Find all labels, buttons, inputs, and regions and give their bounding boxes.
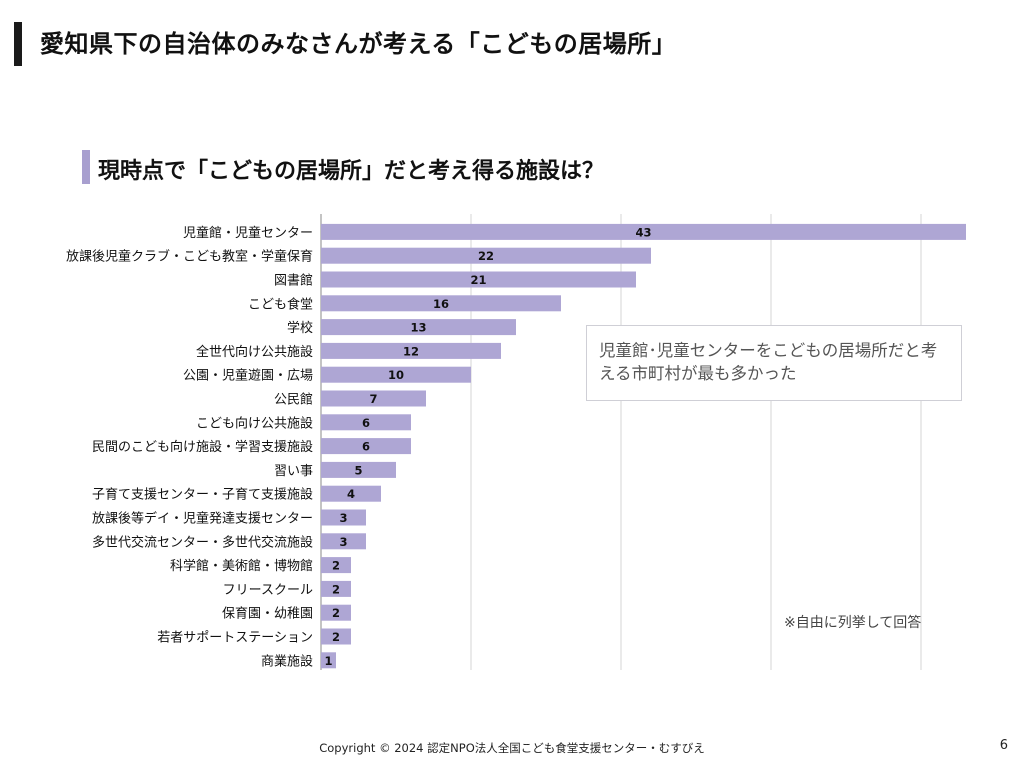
bar-7	[321, 366, 471, 383]
data-label: 2	[332, 559, 340, 573]
category-label: 若者サポートステーション	[157, 630, 313, 646]
category-label: 公民館	[274, 393, 313, 408]
bar-12	[321, 485, 381, 502]
data-label: 2	[332, 582, 340, 596]
bar-11	[321, 461, 396, 478]
bar-6	[321, 342, 501, 359]
bar-3	[321, 271, 636, 288]
data-label: 6	[362, 440, 370, 454]
data-label: 16	[433, 297, 449, 311]
data-label: 22	[478, 249, 494, 263]
bar-1	[321, 223, 966, 240]
bar-2	[321, 247, 651, 264]
category-label: 学校	[287, 320, 313, 336]
data-label: 2	[332, 606, 340, 620]
bar-19	[321, 652, 336, 669]
data-label: 3	[339, 511, 347, 525]
category-label: 放課後児童クラブ・こども教室・学童保育	[66, 249, 313, 265]
data-label: 13	[410, 321, 426, 335]
data-label: 4	[347, 487, 355, 501]
callout-box: 児童館･児童センターをこどもの居場所だと考える市町村が最も多かった	[586, 325, 962, 401]
category-label: 児童館・児童センター	[183, 225, 313, 241]
data-label: 5	[354, 463, 362, 477]
data-label: 43	[635, 225, 651, 239]
bar-14	[321, 533, 366, 550]
data-label: 1	[324, 654, 332, 668]
category-label: 放課後等デイ・児童発達支援センター	[92, 511, 313, 527]
bar-18	[321, 628, 351, 645]
data-label: 12	[403, 344, 419, 358]
category-label: 全世代向け公共施設	[196, 344, 313, 360]
footnote-note: ※自由に列挙して回答	[784, 615, 922, 631]
bar-13	[321, 509, 366, 526]
data-label: 7	[369, 392, 377, 406]
category-label: 図書館	[274, 274, 313, 289]
category-label: フリースクール	[223, 583, 313, 598]
bar-16	[321, 580, 351, 597]
category-label: 子育て支援センター・子育て支援施設	[92, 487, 313, 503]
bar-8	[321, 390, 426, 407]
subtitle-accent-bar	[82, 150, 90, 184]
title-accent-bar	[14, 22, 22, 66]
category-label: 習い事	[274, 464, 313, 479]
chart-subtitle: 現時点で「こどもの居場所」だと考え得る施設は？	[98, 159, 605, 184]
bar-5	[321, 319, 516, 336]
data-label: 6	[362, 416, 370, 430]
bar-15	[321, 557, 351, 574]
page-title: 愛知県下の自治体のみなさんが考える「こどもの居場所」	[40, 30, 677, 58]
bar-17	[321, 604, 351, 621]
footer-copyright: Copyright © 2024 認定NPO法人全国こども食堂支援センター・むす…	[319, 741, 705, 755]
category-label: 保育園・幼稚園	[222, 606, 313, 622]
category-label: 多世代交流センター・多世代交流施設	[92, 534, 313, 550]
category-label: 民間のこども向け施設・学習支援施設	[92, 439, 313, 455]
data-label: 21	[470, 273, 486, 287]
page-number: 6	[999, 738, 1008, 753]
data-label: 10	[388, 368, 404, 382]
bar-4	[321, 295, 561, 312]
data-label: 2	[332, 630, 340, 644]
category-label: 商業施設	[261, 653, 313, 669]
category-label: 科学館・美術館・博物館	[170, 558, 313, 574]
category-label: 公園・児童遊園・広場	[183, 368, 313, 384]
bar-9	[321, 414, 411, 431]
category-label: こども食堂	[248, 296, 313, 312]
bar-10	[321, 438, 411, 455]
category-label: こども向け公共施設	[196, 415, 313, 431]
data-label: 3	[339, 535, 347, 549]
